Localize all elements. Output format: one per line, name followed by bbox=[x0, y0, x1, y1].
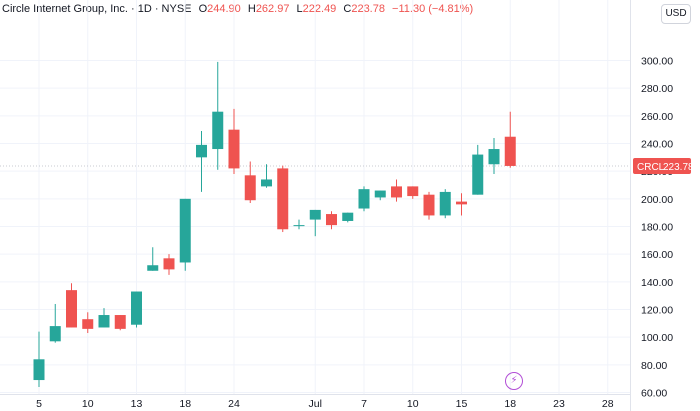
candle-body bbox=[196, 144, 207, 158]
close-label: C bbox=[343, 3, 352, 15]
candle-body bbox=[472, 154, 484, 195]
high-label: H bbox=[247, 3, 256, 15]
y-tick-label: 140.00 bbox=[641, 277, 673, 289]
x-tick-label: 18 bbox=[179, 398, 191, 410]
candle-body bbox=[179, 198, 191, 263]
y-tick-label: 100.00 bbox=[641, 332, 673, 344]
candle-body bbox=[114, 315, 126, 329]
x-tick-label: 23 bbox=[553, 398, 565, 410]
candle-body bbox=[49, 326, 61, 342]
candle-body bbox=[147, 265, 159, 271]
candle-body bbox=[326, 214, 337, 226]
x-tick-label: Jul bbox=[309, 398, 322, 410]
x-tick-label: 10 bbox=[82, 398, 94, 410]
candle-body bbox=[439, 191, 451, 216]
y-tick-label: 200.00 bbox=[641, 194, 673, 206]
x-tick-label: 10 bbox=[407, 398, 419, 410]
y-tick-label: 160.00 bbox=[641, 249, 673, 261]
symbol-title[interactable]: Circle Internet Group, Inc. · 1D · NYSE bbox=[2, 3, 192, 15]
candle-body bbox=[163, 258, 175, 270]
y-tick-label: 240.00 bbox=[641, 139, 673, 151]
x-tick-label: 15 bbox=[456, 398, 468, 410]
price-tag-ticker: CRCL bbox=[637, 162, 665, 173]
low-value: 222.49 bbox=[302, 3, 337, 15]
candle-body bbox=[456, 201, 467, 205]
open-value: 244.90 bbox=[207, 3, 241, 15]
candle-body bbox=[342, 212, 354, 221]
candle-body bbox=[212, 111, 224, 150]
candle-body bbox=[244, 175, 256, 201]
candle-body bbox=[228, 129, 240, 169]
price-tag-background bbox=[633, 157, 691, 174]
y-tick-label: 300.00 bbox=[641, 56, 673, 68]
lightning-icon[interactable]: ⚡ bbox=[505, 372, 523, 390]
y-tick-label: 80.00 bbox=[641, 360, 667, 372]
x-tick-label: 28 bbox=[602, 398, 614, 410]
y-tick-label: 120.00 bbox=[641, 305, 673, 317]
candle-body bbox=[309, 209, 321, 220]
candle-body bbox=[66, 290, 77, 328]
candle-body bbox=[423, 194, 435, 216]
candle-body bbox=[293, 225, 305, 227]
y-tick-label: 280.00 bbox=[641, 83, 673, 95]
y-tick-label: 180.00 bbox=[641, 222, 673, 234]
x-tick-label: 24 bbox=[228, 398, 240, 410]
high-value: 262.97 bbox=[255, 3, 290, 15]
x-tick-label: 5 bbox=[36, 398, 42, 410]
candle-body bbox=[358, 189, 370, 209]
candle-body bbox=[261, 179, 272, 187]
currency-button[interactable]: USD bbox=[661, 4, 691, 24]
price-tag-price: 223.78 bbox=[663, 162, 694, 173]
close-value: 223.78 bbox=[351, 3, 385, 15]
open-label: O bbox=[198, 3, 208, 15]
candle-body bbox=[277, 168, 289, 230]
y-tick-label: 260.00 bbox=[641, 111, 673, 123]
y-tick-label: 60.00 bbox=[641, 388, 667, 400]
candle-body bbox=[374, 190, 386, 198]
candle-body bbox=[488, 149, 500, 165]
x-tick-label: 7 bbox=[361, 398, 367, 410]
x-tick-label: 13 bbox=[131, 398, 143, 410]
candle-body bbox=[82, 319, 94, 329]
candle-body bbox=[391, 186, 402, 198]
candle-body bbox=[407, 186, 419, 197]
candle-body bbox=[504, 136, 516, 166]
low-label: L bbox=[296, 3, 303, 15]
x-tick-label: 18 bbox=[504, 398, 516, 410]
candle-body bbox=[33, 359, 45, 381]
candle-body bbox=[131, 291, 142, 325]
candle-body bbox=[98, 315, 110, 328]
